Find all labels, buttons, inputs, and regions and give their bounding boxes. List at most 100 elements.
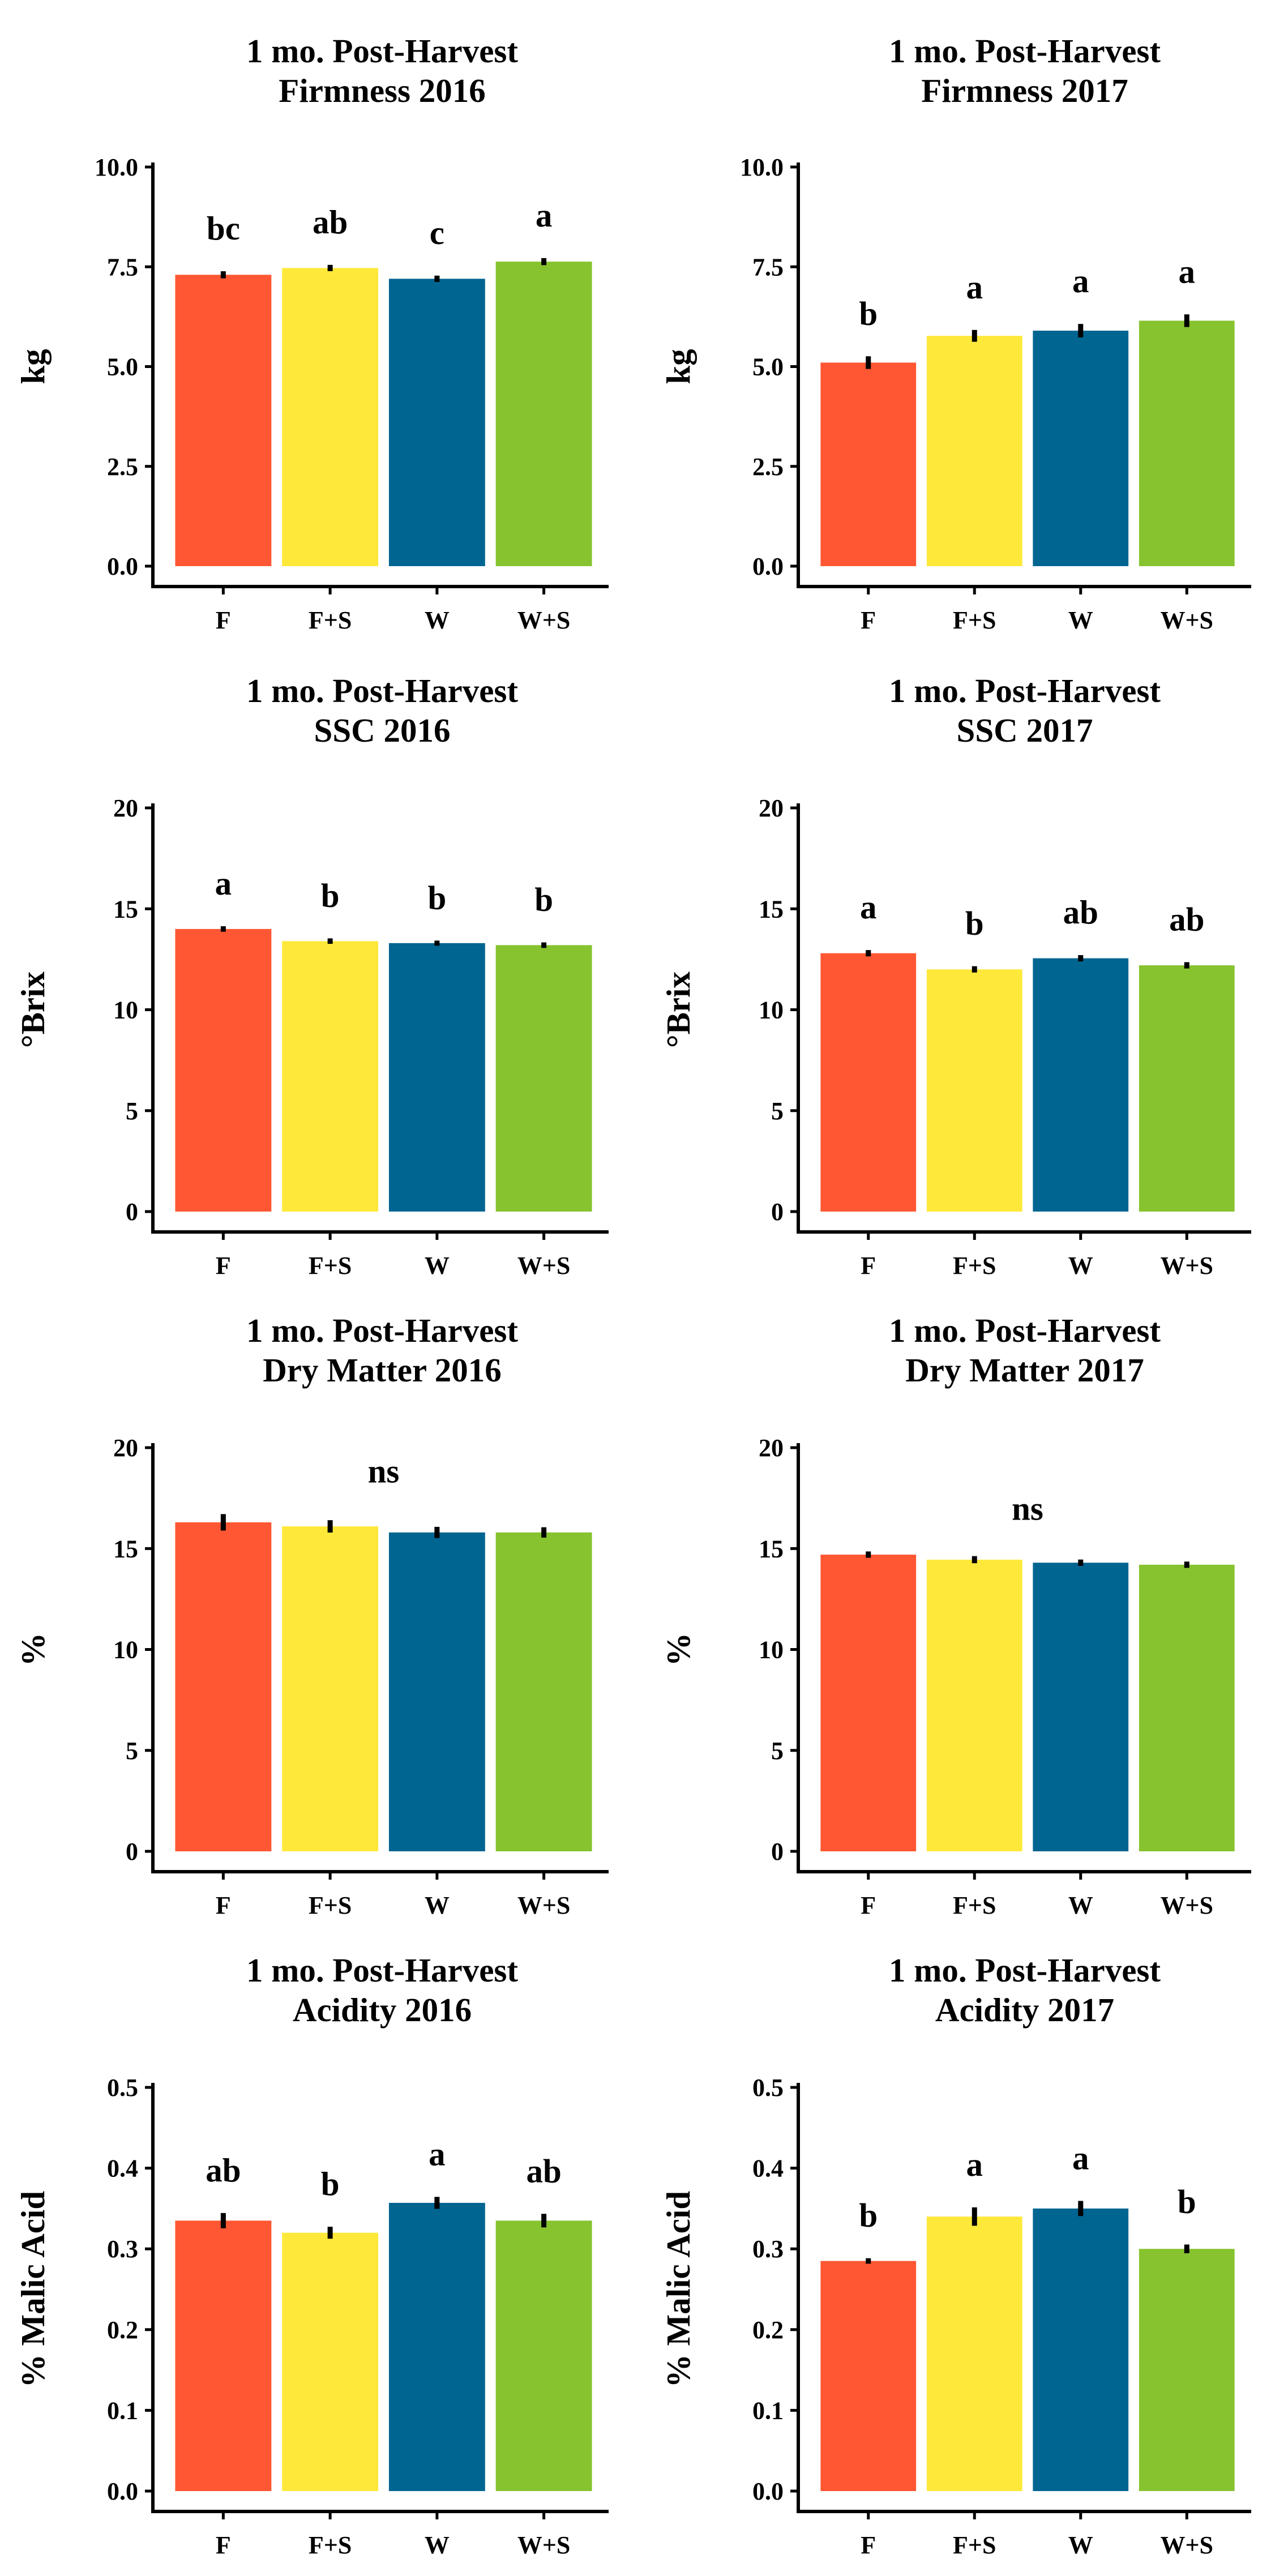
chart-title-line: Acidity 2016: [293, 1991, 472, 2029]
x-tick-label: F+S: [953, 606, 996, 634]
y-tick-label: 10: [113, 1636, 138, 1664]
bar-W+S: [1139, 2249, 1235, 2491]
x-tick-label: F: [861, 1892, 876, 1919]
bar-F+S: [926, 1559, 1022, 1851]
x-tick-label: W+S: [517, 1892, 571, 1919]
y-tick-label: 0.3: [107, 2235, 138, 2263]
bar-F: [820, 362, 917, 566]
x-tick-label: F: [861, 1252, 876, 1280]
x-tick-label: F+S: [309, 606, 352, 634]
bar-W+S: [495, 2220, 592, 2491]
axis-lines: [151, 2083, 609, 2513]
x-tick-label: W: [425, 2531, 450, 2559]
bar-W: [388, 279, 485, 566]
y-tick-label: 5: [126, 1737, 138, 1765]
significance-label: a: [429, 2135, 446, 2172]
bar-F+S: [282, 268, 379, 566]
y-tick-label: 0.2: [107, 2316, 138, 2344]
y-axis-label: % Malic Acid: [14, 2191, 52, 2388]
bar-W+S: [495, 945, 592, 1212]
chart-title-line: SSC 2016: [314, 712, 451, 749]
chart-title-line: 1 mo. Post-Harvest: [889, 32, 1161, 70]
x-tick-label: W+S: [517, 2531, 571, 2559]
significance-label: a: [1179, 253, 1196, 290]
x-tick-label: F+S: [953, 1252, 996, 1280]
x-tick-label: W: [1068, 1892, 1093, 1919]
significance-label: ab: [313, 203, 348, 241]
bar-F: [820, 953, 917, 1212]
x-tick-label: F: [216, 606, 231, 634]
y-tick-label: 0.5: [752, 2074, 784, 2102]
x-tick-label: F: [861, 606, 876, 634]
significance-label: b: [1178, 2183, 1196, 2220]
y-axis-label: %: [660, 1633, 697, 1666]
x-tick-label: W+S: [1160, 1892, 1213, 1919]
significance-label: ab: [1169, 901, 1204, 938]
y-tick-label: 0.1: [107, 2397, 138, 2424]
significance-label: a: [215, 865, 232, 902]
bar-W: [1033, 331, 1129, 566]
x-tick-label: W+S: [1160, 1252, 1213, 1280]
bar-F+S: [282, 941, 379, 1212]
x-tick-label: W: [1068, 1252, 1093, 1280]
chart-title-line: Dry Matter 2016: [263, 1351, 502, 1389]
axis-lines: [151, 1443, 609, 1873]
bar-F+S: [282, 1526, 379, 1851]
bar-F+S: [926, 969, 1022, 1212]
x-tick-label: F+S: [309, 2531, 352, 2559]
significance-label: bc: [207, 209, 240, 247]
axis-lines: [797, 1443, 1251, 1873]
significance-label: ab: [1063, 893, 1098, 931]
y-tick-label: 5: [126, 1097, 138, 1125]
chart-title-line: 1 mo. Post-Harvest: [246, 1312, 518, 1349]
x-tick-label: W+S: [1160, 2531, 1213, 2559]
y-tick-label: 15: [113, 1535, 138, 1563]
bar-W+S: [495, 1532, 592, 1851]
y-tick-label: 0.5: [107, 2074, 138, 2102]
significance-label: a: [1072, 2139, 1089, 2176]
significance-label: b: [859, 2197, 878, 2234]
y-tick-label: 0: [771, 1198, 784, 1226]
chart-title-line: 1 mo. Post-Harvest: [246, 32, 518, 70]
x-tick-label: W: [425, 606, 450, 634]
y-tick-label: 5.0: [107, 353, 138, 381]
y-axis-label: °Brix: [660, 971, 697, 1048]
axis-lines: [797, 803, 1251, 1234]
significance-label: a: [966, 268, 983, 306]
significance-label: b: [321, 876, 340, 914]
y-axis-label: kg: [660, 349, 697, 384]
bar-F+S: [282, 2232, 379, 2491]
significance-label: ab: [206, 2151, 241, 2189]
chart-title-line: SSC 2017: [957, 712, 1093, 749]
significance-label: ns: [1012, 1490, 1043, 1527]
chart-title-line: 1 mo. Post-Harvest: [889, 1312, 1161, 1349]
x-tick-label: F: [216, 1252, 231, 1280]
y-tick-label: 10: [759, 996, 784, 1024]
bar-W+S: [1139, 1564, 1235, 1851]
bar-F: [820, 1554, 917, 1851]
x-tick-label: W: [1068, 2531, 1093, 2559]
axis-lines: [151, 162, 609, 588]
y-tick-label: 10.0: [740, 153, 784, 181]
chart-title-line: Firmness 2017: [921, 72, 1128, 109]
y-tick-label: 0.0: [107, 553, 138, 580]
significance-label: a: [860, 888, 877, 926]
x-tick-label: F: [216, 2531, 231, 2559]
chart-title-line: Firmness 2016: [279, 72, 485, 109]
y-tick-label: 5: [771, 1737, 784, 1765]
bar-W: [1033, 2208, 1129, 2491]
significance-label: b: [427, 879, 446, 916]
y-tick-label: 2.5: [107, 453, 138, 481]
bar-F: [175, 2220, 272, 2491]
y-tick-label: 20: [759, 1434, 784, 1462]
bar-F+S: [926, 336, 1022, 566]
chart-title-line: 1 mo. Post-Harvest: [246, 1952, 518, 1989]
significance-label: ns: [368, 1452, 400, 1490]
x-tick-label: F+S: [309, 1252, 352, 1280]
x-tick-label: F+S: [309, 1892, 352, 1919]
